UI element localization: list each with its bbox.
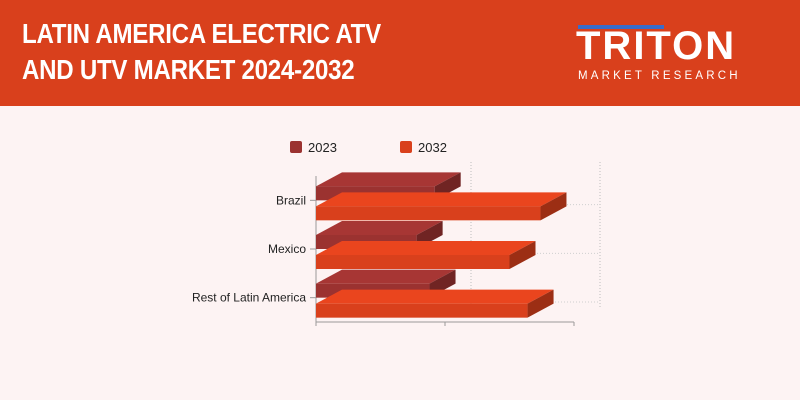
bar-front-face — [316, 255, 510, 269]
logo-wordmark: TRITON — [576, 24, 737, 68]
legend-swatch-2023 — [290, 141, 302, 153]
bar-top-face — [316, 241, 536, 255]
category-label: Mexico — [268, 242, 306, 256]
bar-top-face — [316, 269, 456, 284]
bar-top-face — [316, 172, 461, 187]
legend: 2023 2032 — [290, 140, 447, 155]
legend-label-2032: 2032 — [418, 140, 447, 155]
bar-top-face — [316, 192, 567, 207]
bar-2032-brazil — [316, 192, 567, 221]
logo-accent-bar — [578, 25, 664, 29]
category-label: Brazil — [276, 193, 306, 207]
category-label: Rest of Latin America — [192, 291, 306, 305]
bar-end-face — [509, 241, 536, 269]
bar-front-face — [316, 206, 541, 221]
legend-swatch-2032 — [400, 141, 412, 153]
bar-top-face — [316, 221, 443, 235]
triton-logo: TRITON MARKET RESEARCH — [574, 22, 774, 92]
bar-2032-rest-of-latin-america — [316, 289, 554, 318]
legend-label-2023: 2023 — [308, 140, 337, 155]
bar-end-face — [527, 289, 554, 318]
page-title: LATIN AMERICA ELECTRIC ATV AND UTV MARKE… — [22, 18, 381, 85]
axis-layer: Brazil Mexico Rest of Latin America — [192, 176, 575, 326]
bar-end-face — [540, 192, 567, 221]
bars-layer — [316, 172, 567, 318]
bar-top-face — [316, 289, 554, 304]
bar-front-face — [316, 303, 528, 318]
bar-2032-mexico — [316, 241, 536, 269]
header-banner: LATIN AMERICA ELECTRIC ATV AND UTV MARKE… — [0, 0, 800, 106]
logo-tagline: MARKET RESEARCH — [578, 70, 741, 82]
